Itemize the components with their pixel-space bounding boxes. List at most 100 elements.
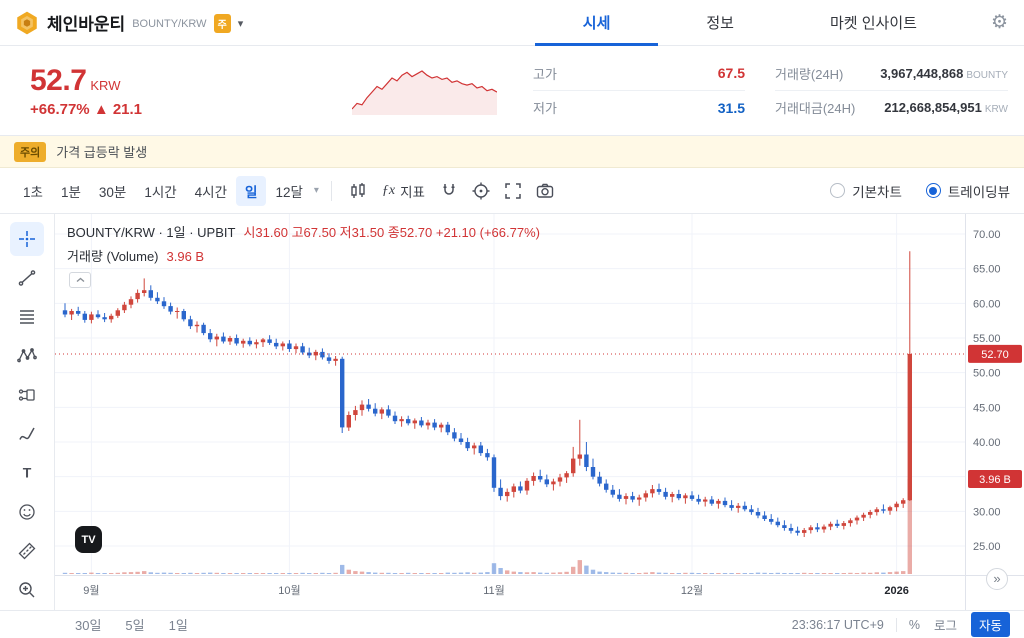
interval-12M[interactable]: 12달 <box>266 176 311 206</box>
stat-low-row: 저가 31.5 <box>533 91 745 125</box>
svg-text:70.00: 70.00 <box>973 229 1001 241</box>
stat-value-row: 거래대금(24H) 212,668,854,951 KRW <box>775 91 1008 125</box>
chevron-down-icon[interactable]: ▾ <box>237 18 244 30</box>
interval-4h[interactable]: 4시간 <box>186 176 236 206</box>
range-5d[interactable]: 5일 <box>125 615 144 634</box>
svg-text:45.00: 45.00 <box>973 402 1001 414</box>
log-scale-button[interactable]: 로그 <box>934 615 957 634</box>
tool-text-icon[interactable]: T <box>10 456 44 490</box>
goto-latest-icon[interactable]: » <box>986 568 1008 590</box>
magnet-icon[interactable] <box>433 175 465 207</box>
price-axis[interactable]: 70.0065.0060.0055.0050.0045.0040.0035.00… <box>973 229 1001 553</box>
price-currency: KRW <box>90 77 121 93</box>
interval-30m[interactable]: 30분 <box>90 176 135 206</box>
change-delta: ▲ 21.1 <box>93 100 143 118</box>
volume24h-label: 거래량(24H) <box>775 66 844 82</box>
interval-1s[interactable]: 1초 <box>14 176 52 206</box>
market-stats: 고가 67.5 저가 31.5 거래량(24H) 3,967,448,868 BO… <box>533 57 1008 125</box>
interval-dropdown-caret-icon[interactable]: ▾ <box>312 181 321 200</box>
warning-text: 가격 급등락 발생 <box>56 145 148 160</box>
tool-fib-retracement-icon[interactable] <box>10 300 44 334</box>
toolbar-divider <box>330 180 332 201</box>
price-summary: 52.7 KRW +66.77% ▲ 21.1 고가 67.5 저가 31.5 거… <box>0 46 1024 136</box>
tab-info[interactable]: 정보 <box>658 0 782 46</box>
low-label: 저가 <box>533 101 557 116</box>
tool-emoji-icon[interactable] <box>10 495 44 529</box>
high-label: 고가 <box>533 66 557 82</box>
interval-1h[interactable]: 1시간 <box>135 176 185 206</box>
market-pair: BOUNTY/KRW <box>132 18 207 30</box>
candle-style-icon[interactable] <box>342 175 374 207</box>
chart-canvas[interactable]: 70.0065.0060.0055.0050.0045.0040.0035.00… <box>55 214 1024 610</box>
mode-basic-chart[interactable]: 기본차트 <box>830 181 902 201</box>
tool-projection-icon[interactable] <box>10 378 44 412</box>
coin-name: 체인바운티 <box>47 15 126 34</box>
chart-footer: 30일 5일 1일 23:36:17 UTC+9 % 로그 자동 <box>0 610 1024 638</box>
price-sparkline <box>351 67 498 115</box>
svg-text:10월: 10월 <box>278 584 300 597</box>
time-axis[interactable]: 9월 10월 11월 12월 2026 <box>83 584 909 597</box>
current-price: 52.7 <box>30 63 87 97</box>
candles <box>62 251 912 537</box>
chart-settings-icon[interactable] <box>465 175 497 207</box>
main-tabs: 시세 정보 마켓 인사이트 <box>535 0 965 46</box>
coin-logo-icon <box>14 10 40 36</box>
fullscreen-icon[interactable] <box>497 175 529 207</box>
tab-market-insight[interactable]: 마켓 인사이트 <box>782 0 965 46</box>
camera-snapshot-icon[interactable] <box>529 175 561 207</box>
mode-tradingview-label: 트레이딩뷰 <box>947 184 1010 200</box>
settings-gear-icon[interactable]: ⚙ <box>990 12 1008 33</box>
svg-text:2026: 2026 <box>884 585 908 597</box>
percent-scale-button[interactable]: % <box>908 617 920 632</box>
interval-1d[interactable]: 일 <box>236 175 267 206</box>
warning-bar[interactable]: 주의 가격 급등락 발생 <box>0 136 1024 168</box>
tool-trendline-icon[interactable] <box>10 261 44 295</box>
clock: 23:36:17 UTC+9 <box>791 617 884 632</box>
tool-zoom-icon[interactable] <box>10 573 44 607</box>
chart-canvas-wrap: 70.0065.0060.0055.0050.0045.0040.0035.00… <box>55 214 1024 610</box>
chart-mode-toggle: 기본차트 트레이딩뷰 <box>830 181 1010 201</box>
radio-off-icon <box>830 183 846 198</box>
tool-brush-icon[interactable] <box>10 417 44 451</box>
warning-badge: 주의 <box>14 141 47 162</box>
legend-collapse-chevron-icon[interactable] <box>69 272 91 288</box>
fx-icon: ƒx <box>381 182 396 198</box>
app-header: 체인바운티 BOUNTY/KRW 주 ▾ 시세 정보 마켓 인사이트 ⚙ <box>0 0 1024 46</box>
volume-badge: 3.96 B <box>968 470 1022 488</box>
high-value: 67.5 <box>717 65 745 81</box>
svg-text:50.00: 50.00 <box>973 368 1001 380</box>
svg-text:9월: 9월 <box>83 584 99 597</box>
mode-basic-label: 기본차트 <box>852 184 902 200</box>
tradevalue24h-value: 212,668,854,951 <box>884 100 982 115</box>
tab-price[interactable]: 시세 <box>535 0 659 46</box>
tradevalue24h-unit: KRW <box>984 104 1008 115</box>
tradevalue24h-label: 거래대금(24H) <box>775 101 856 116</box>
range-1d[interactable]: 1일 <box>169 615 188 634</box>
interval-1m[interactable]: 1분 <box>52 176 90 206</box>
svg-text:52.70: 52.70 <box>981 349 1009 361</box>
indicators-button[interactable]: ƒx 지표 <box>374 176 433 206</box>
auto-scale-button[interactable]: 자동 <box>970 612 1010 637</box>
svg-text:40.00: 40.00 <box>973 437 1001 449</box>
svg-text:25.00: 25.00 <box>973 541 1001 553</box>
svg-text:30.00: 30.00 <box>973 506 1001 518</box>
footer-divider <box>895 617 897 632</box>
range-30d[interactable]: 30일 <box>75 615 101 634</box>
volume24h-unit: BOUNTY <box>966 69 1008 81</box>
drawing-tools-sidebar: T <box>0 214 55 610</box>
mode-tradingview[interactable]: 트레이딩뷰 <box>925 181 1010 201</box>
symbol-selector[interactable]: 체인바운티 BOUNTY/KRW 주 ▾ <box>14 10 243 36</box>
tool-crosshair-icon[interactable] <box>10 222 44 256</box>
tradingview-watermark: TV <box>75 526 102 553</box>
indicators-label: 지표 <box>400 184 425 200</box>
tool-measure-icon[interactable] <box>10 534 44 568</box>
svg-text:3.96 B: 3.96 B <box>979 474 1011 486</box>
chart-region: T 70.0065.0060.0055.0050.0045.0040.0035.… <box>0 214 1024 610</box>
svg-text:65.00: 65.00 <box>973 264 1001 276</box>
stat-volume-row: 거래량(24H) 3,967,448,868 BOUNTY <box>775 57 1008 91</box>
tool-xabcd-pattern-icon[interactable] <box>10 339 44 373</box>
svg-text:60.00: 60.00 <box>973 298 1001 310</box>
low-value: 31.5 <box>717 99 745 116</box>
change-percent: +66.77% <box>30 100 90 118</box>
chart-grid <box>55 214 965 575</box>
